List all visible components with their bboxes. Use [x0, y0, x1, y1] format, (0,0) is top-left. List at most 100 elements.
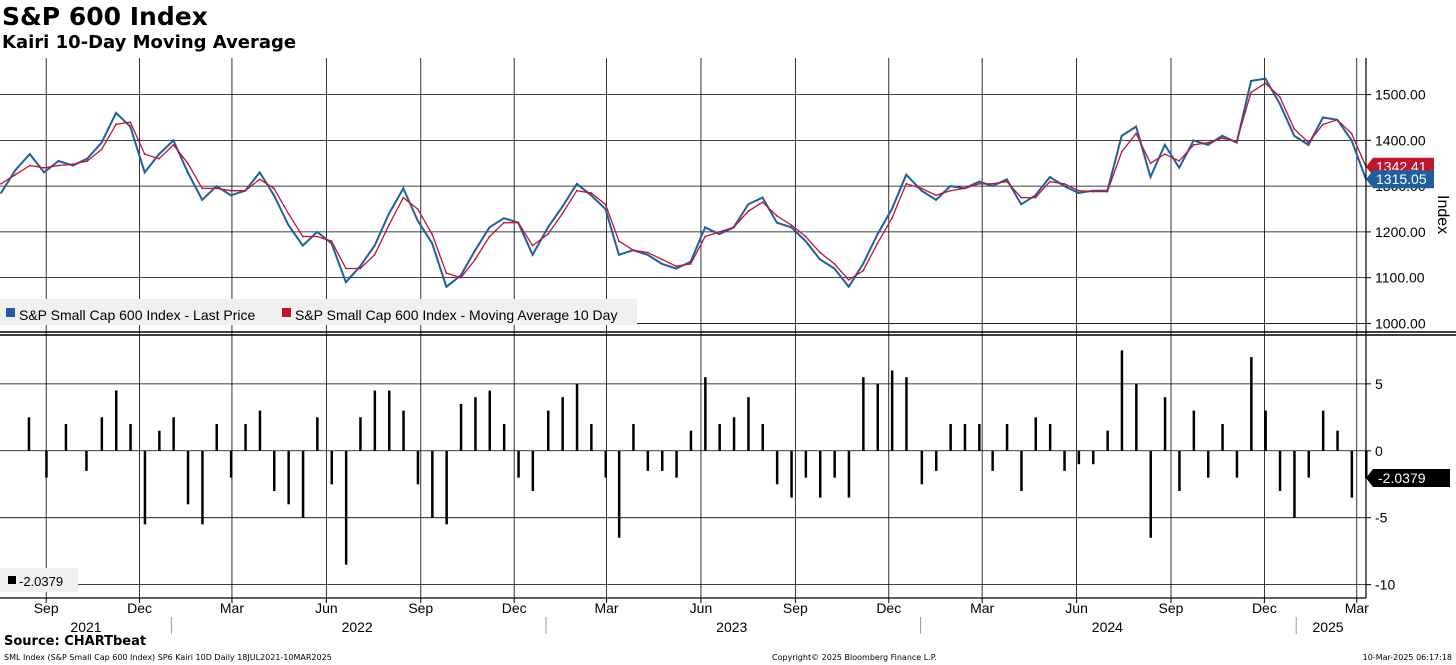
last-price-point	[646, 253, 649, 256]
kairi-bar	[661, 450, 664, 471]
kairi-bar	[143, 450, 147, 525]
last-price-point	[287, 224, 290, 226]
kairi-bar	[229, 450, 233, 478]
year-label: 2021	[70, 619, 101, 635]
source-note: Source: CHARTbeat	[4, 634, 147, 649]
price-tick-label: 1400.00	[1375, 132, 1426, 148]
kairi-tick-label: -10	[1375, 577, 1395, 593]
moving-average-point	[517, 221, 520, 224]
last-price-point	[416, 219, 419, 222]
last-price-point	[359, 265, 362, 268]
month-label: Dec	[502, 600, 527, 616]
last-price-point	[43, 171, 45, 174]
last-price-point	[301, 244, 304, 247]
moving-average-point	[503, 221, 505, 224]
kairi-bar	[373, 390, 377, 451]
kairi-bar	[847, 450, 851, 498]
moving-average-point	[632, 249, 635, 252]
moving-average-point	[1135, 132, 1137, 135]
last-price-point	[847, 285, 850, 288]
kairi-bar	[115, 390, 118, 451]
last-price-point	[172, 139, 175, 142]
kairi-bar	[531, 450, 535, 491]
moving-average-point	[445, 272, 448, 274]
kairi-panel	[27, 350, 1368, 565]
last-price-point	[891, 208, 893, 210]
kairi-bar	[761, 424, 764, 451]
last-price-point	[661, 263, 663, 265]
kairi-bar	[675, 450, 678, 478]
last-price-point	[1278, 102, 1281, 105]
moving-average-point	[1106, 190, 1109, 193]
last-price-point	[1293, 134, 1296, 137]
moving-average-point	[1322, 123, 1324, 126]
last-price-point	[561, 205, 564, 208]
year-label: 2025	[1312, 619, 1343, 635]
moving-average-point	[1192, 144, 1195, 146]
last-price-point	[1350, 139, 1353, 142]
kairi-bar	[287, 450, 290, 505]
moving-average-point	[604, 203, 607, 206]
last-price-point	[604, 208, 607, 210]
last-price-point	[273, 194, 275, 197]
kairi-bar	[804, 450, 808, 478]
last-price-point	[57, 160, 60, 162]
moving-average-point	[1149, 162, 1152, 165]
month-label: Sep	[783, 600, 808, 616]
chart-subtitle: Kairi 10-Day Moving Average	[2, 32, 297, 53]
kairi-bar	[1221, 424, 1224, 451]
month-label: Mar	[220, 600, 244, 616]
last-price-point	[1163, 144, 1166, 146]
legend: S&P Small Cap 600 Index - Last Price S&P …	[0, 299, 637, 592]
last-price-point	[402, 187, 405, 190]
moving-average-point	[172, 144, 175, 146]
last-price-point	[1034, 194, 1037, 197]
moving-average-point	[416, 208, 419, 210]
price-tick-label: 1100.00	[1375, 270, 1425, 286]
kairi-bar	[775, 450, 779, 485]
last-price-point	[1250, 80, 1252, 82]
kairi-legend-label: -2.0379	[19, 574, 63, 589]
last-price-point	[547, 226, 549, 229]
moving-average-point	[1250, 91, 1252, 94]
kairi-bar	[1264, 410, 1267, 451]
moving-average-point	[258, 178, 261, 181]
last-price-point	[345, 281, 347, 284]
kairi-bar	[1336, 430, 1339, 451]
last-price-point	[1207, 144, 1209, 146]
kairi-bar	[1063, 450, 1066, 471]
kairi-bar	[1178, 450, 1181, 491]
moving-average-point	[920, 187, 923, 190]
moving-average-point	[1077, 189, 1080, 192]
moving-average-point	[215, 187, 218, 190]
kairi-bar	[963, 424, 967, 451]
last-price-legend-label: S&P Small Cap 600 Index - Last Price	[19, 307, 256, 323]
last-price-point	[129, 125, 132, 128]
timestamp: 10-Mar-2025 06:17:18	[1362, 653, 1452, 662]
kairi-bar	[172, 417, 175, 451]
moving-average-line	[0, 82, 1367, 281]
kairi-bar	[1149, 450, 1152, 538]
last-price-point	[905, 173, 908, 176]
moving-average-point	[718, 231, 721, 233]
kairi-bar	[502, 424, 506, 451]
moving-average-point	[978, 182, 980, 185]
month-label: Dec	[1252, 600, 1277, 616]
moving-average-point	[1092, 190, 1094, 193]
moving-average-point	[1336, 118, 1339, 121]
last-price-point	[115, 112, 117, 114]
kairi-last-tag-bg	[1366, 469, 1450, 488]
kairi-bar	[100, 417, 104, 451]
moving-average-point	[244, 189, 247, 192]
last-price-point	[1020, 203, 1023, 206]
kairi-bar	[949, 424, 952, 451]
last-price-point	[86, 157, 89, 160]
last-price-point	[978, 180, 980, 183]
kairi-bar	[201, 450, 204, 525]
moving-average-point	[819, 251, 821, 254]
kairi-bar	[258, 410, 262, 451]
kairi-bar	[978, 424, 981, 451]
moving-average-point	[273, 187, 275, 190]
moving-average-point	[14, 173, 17, 176]
